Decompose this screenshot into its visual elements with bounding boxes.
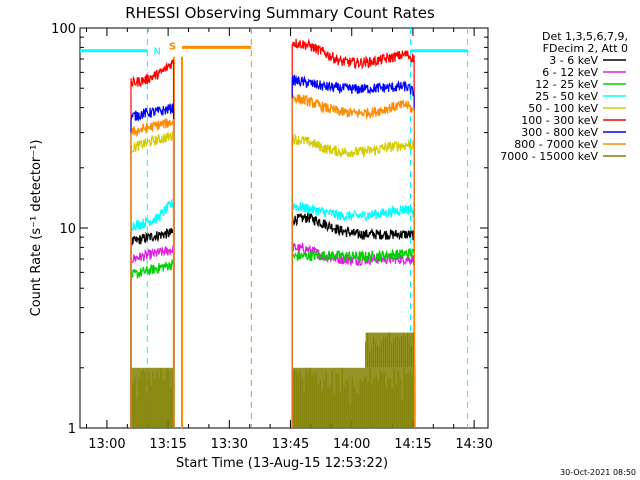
series-12-25-kev xyxy=(130,247,416,429)
night-flag-label: N xyxy=(153,47,160,58)
x-axis-ticks: 13:00 13:15 13:30 13:45 14:00 14:15 14:30 xyxy=(86,28,493,452)
series-3-6-kev xyxy=(130,212,416,429)
x-tick-label: 13:15 xyxy=(149,437,186,452)
series-line xyxy=(130,103,175,429)
y-axis-label: Count Rate (s⁻¹ detector⁻¹) xyxy=(29,140,44,317)
series-800-7000-kev xyxy=(130,93,416,429)
series-line xyxy=(130,258,175,429)
chart-title: RHESSI Observing Summary Count Rates xyxy=(125,4,435,22)
footer-timestamp: 30-Oct-2021 08:50 xyxy=(560,468,636,477)
saa-flag-label: S xyxy=(169,41,176,52)
series-300-800-kev xyxy=(130,74,416,429)
series-layer xyxy=(130,38,416,429)
series-line xyxy=(130,227,175,429)
y-tick-label: 1 xyxy=(68,422,76,437)
legend-header-line: FDecim 2, Att 0 xyxy=(543,42,628,55)
series-line xyxy=(291,74,416,429)
legend-label: 300 - 800 keV xyxy=(521,126,598,139)
y-tick-label: 10 xyxy=(59,222,76,237)
series-line xyxy=(291,38,416,429)
series-50-100-kev xyxy=(130,131,416,429)
x-tick-label: 13:45 xyxy=(272,437,309,452)
series-line xyxy=(130,131,175,429)
legend-label: 3 - 6 keV xyxy=(549,54,598,67)
series-line xyxy=(130,59,175,429)
series-line xyxy=(291,202,416,429)
x-tick-label: 13:00 xyxy=(88,437,125,452)
legend-label: 7000 - 15000 keV xyxy=(500,150,598,163)
y-axis-ticks: 1 10 100 xyxy=(51,22,488,437)
legend-label: 12 - 25 keV xyxy=(535,78,598,91)
x-tick-label: 13:30 xyxy=(211,437,248,452)
legend-label: 100 - 300 keV xyxy=(521,114,598,127)
x-axis-label: Start Time (13-Aug-15 12:53:22) xyxy=(176,456,388,471)
series-line xyxy=(291,132,416,429)
legend-label: 800 - 7000 keV xyxy=(514,138,598,151)
x-tick-label: 14:30 xyxy=(455,437,492,452)
legend-header-line: Det 1,3,5,6,7,9, xyxy=(542,30,628,43)
legend-label: 25 - 50 keV xyxy=(535,90,598,103)
series-line xyxy=(130,199,175,429)
series-line xyxy=(291,247,416,429)
x-tick-label: 14:15 xyxy=(394,437,431,452)
legend: Det 1,3,5,6,7,9, FDecim 2, Att 0 3 - 6 k… xyxy=(500,30,628,163)
y-tick-label: 100 xyxy=(51,22,76,37)
x-tick-label: 14:00 xyxy=(333,437,370,452)
series-line xyxy=(130,245,175,429)
series-25-50-kev xyxy=(130,199,416,429)
legend-label: 50 - 100 keV xyxy=(528,102,598,115)
series-line xyxy=(291,93,416,429)
series-line xyxy=(130,118,175,429)
series-line xyxy=(291,212,416,429)
legend-label: 6 - 12 keV xyxy=(542,66,598,79)
series-100-300-kev xyxy=(130,38,416,429)
